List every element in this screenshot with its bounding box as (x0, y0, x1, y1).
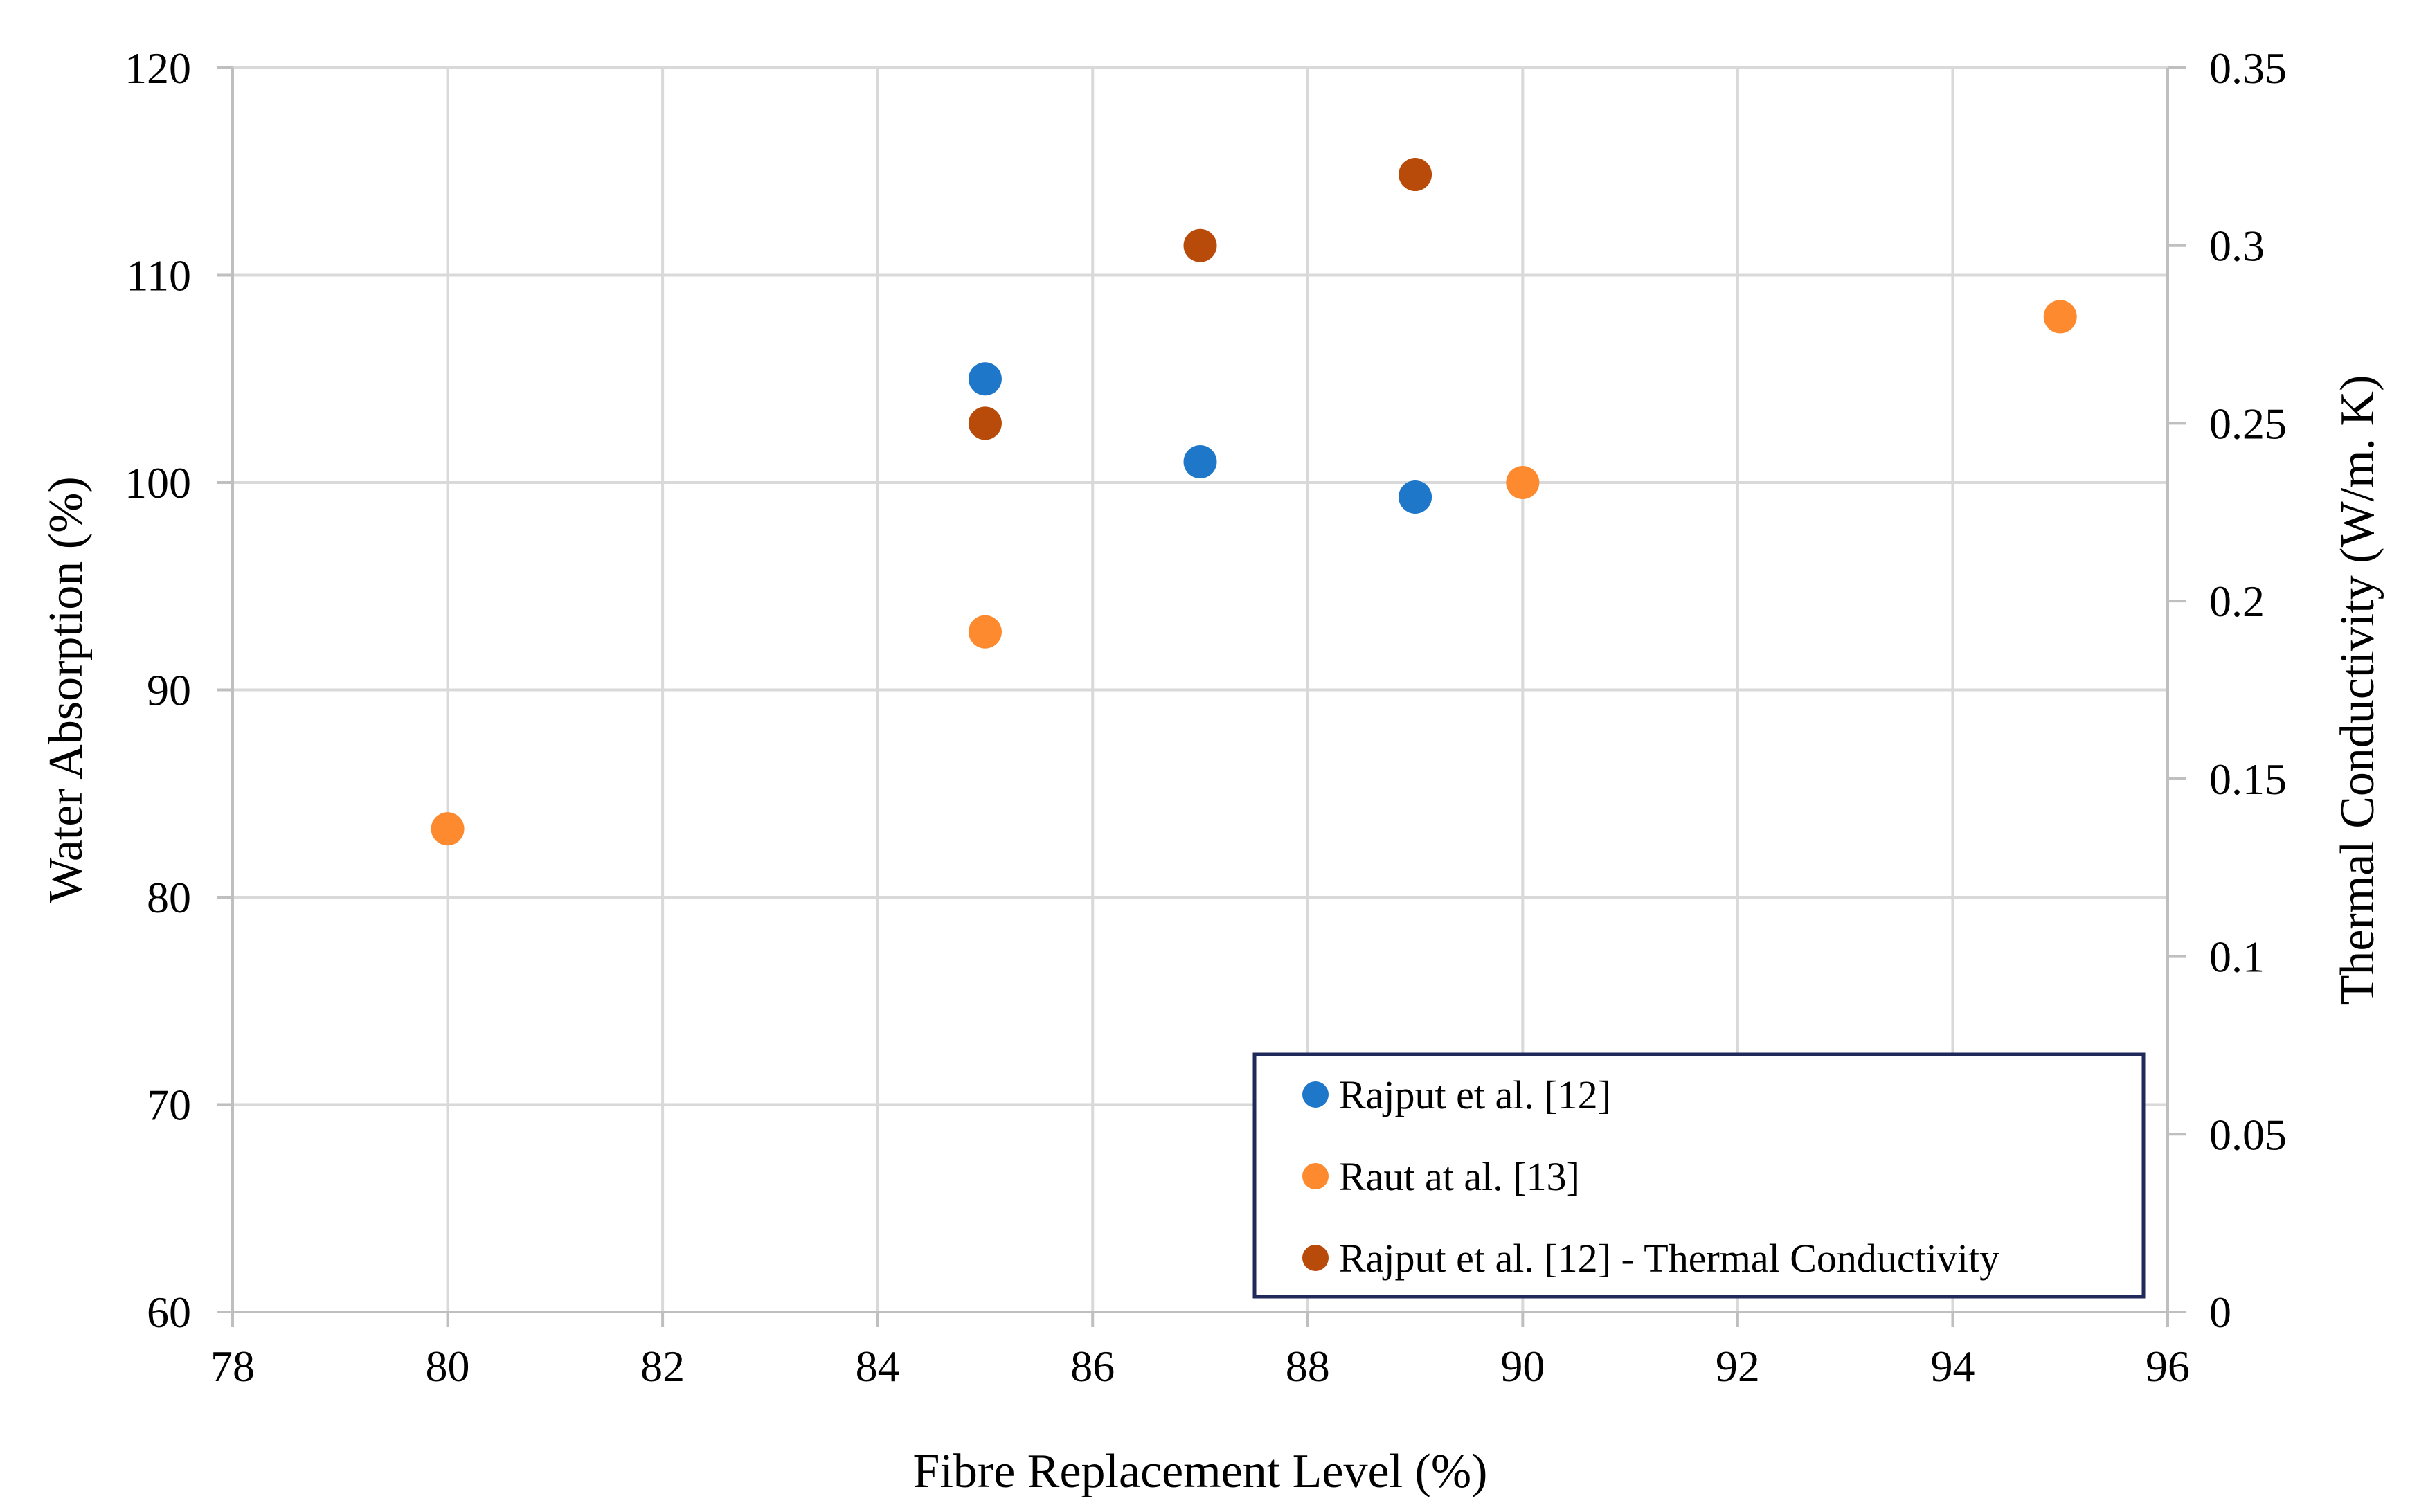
right-y-tick-label: 0.35 (2209, 44, 2287, 93)
right-y-tick-label: 0 (2209, 1288, 2231, 1337)
legend-label: Rajput et al. [12] (1339, 1072, 1611, 1117)
right-y-axis-title: Thermal Conductivity (W/m. K) (2331, 375, 2384, 1005)
right-y-tick-label: 0.05 (2209, 1110, 2287, 1159)
axes (217, 66, 2169, 1327)
x-axis-title: Fibre Replacement Level (%) (913, 1445, 1488, 1498)
right-y-tick-label: 0.1 (2209, 933, 2265, 982)
left-y-axis-title: Water Absorption (%) (39, 476, 93, 903)
series-2-point (431, 812, 465, 846)
x-tick-label: 94 (1930, 1342, 1975, 1391)
legend-marker (1302, 1163, 1329, 1189)
left-y-tick-label: 100 (125, 458, 191, 507)
left-y-tick-label: 70 (147, 1081, 191, 1130)
right-y-tick-label: 0.25 (2209, 399, 2287, 448)
legend-label: Rajput et al. [12] - Thermal Conductivit… (1339, 1236, 1999, 1281)
x-axis-ticks: 78 80 82 84 86 88 90 92 94 96 (210, 1342, 2190, 1391)
x-tick-label: 82 (640, 1342, 685, 1391)
x-tick-label: 86 (1070, 1342, 1115, 1391)
legend-label: Raut at al. [13] (1339, 1154, 1580, 1199)
x-tick-label: 92 (1716, 1342, 1760, 1391)
right-y-tick-label: 0.15 (2209, 755, 2287, 804)
left-y-tick-label: 120 (125, 44, 191, 93)
gridlines (233, 66, 2168, 1312)
x-tick-label: 90 (1500, 1342, 1545, 1391)
legend-items: Rajput et al. [12] Raut at al. [13] Rajput… (1302, 1072, 1999, 1281)
x-tick-label: 84 (856, 1342, 900, 1391)
left-y-axis-ticks: 60 70 80 90 100 110 120 (125, 44, 191, 1337)
data-points (431, 158, 2077, 846)
left-y-tick-label: 90 (147, 666, 191, 715)
series-3-point (1399, 158, 1432, 192)
series-1-point (1399, 480, 1432, 514)
x-tick-label: 78 (210, 1342, 255, 1391)
x-tick-label: 96 (2146, 1342, 2190, 1391)
legend-marker (1302, 1081, 1329, 1108)
legend-marker (1302, 1245, 1329, 1271)
left-y-tick-label: 60 (147, 1288, 191, 1337)
series-3-point (1183, 228, 1217, 262)
series-2-point (968, 615, 1002, 649)
right-y-tick-label: 0.3 (2209, 222, 2265, 271)
series-3-point (968, 406, 1002, 440)
x-tick-label: 88 (1286, 1342, 1330, 1391)
legend-box (1252, 1052, 2146, 1299)
series-1-point (968, 362, 1002, 396)
x-tick-label: 80 (426, 1342, 470, 1391)
right-y-tick-label: 0.2 (2209, 577, 2265, 626)
legend: Rajput et al. [12] Raut at al. [13] Rajput… (1252, 1052, 2146, 1299)
series-2-point (1506, 466, 1540, 499)
left-y-tick-label: 80 (147, 873, 191, 922)
left-y-tick-label: 110 (126, 251, 191, 300)
right-y-axis-ticks: 0 0.05 0.1 0.15 0.2 0.25 0.3 0.35 (2168, 44, 2287, 1337)
series-1-point (1183, 445, 1217, 479)
series-2-point (2043, 300, 2077, 334)
